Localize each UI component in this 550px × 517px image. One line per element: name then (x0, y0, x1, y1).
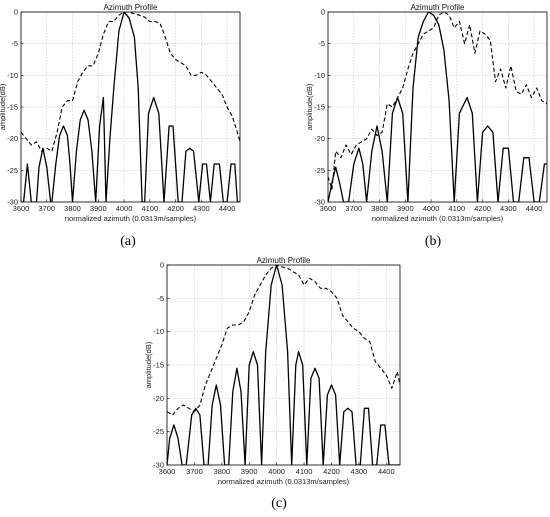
y-tick-label: 0 (321, 8, 325, 17)
chart-title: Azimuth Profile (411, 3, 465, 12)
series-line-dashed (167, 265, 400, 416)
x-tick-label: 3700 (38, 204, 55, 213)
x-tick-label: 3900 (241, 467, 258, 476)
y-tick-label: -20 (314, 134, 325, 143)
x-tick-label: 4100 (296, 467, 313, 476)
y-tick-label: -25 (153, 427, 164, 436)
x-tick-label: 4100 (448, 204, 465, 213)
y-tick-label: -25 (314, 166, 325, 175)
y-tick-label: -20 (153, 394, 164, 403)
x-tick-label: 4400 (526, 204, 543, 213)
y-tick-label: -25 (7, 166, 18, 175)
y-axis-label: amplitude(dB) (305, 83, 314, 130)
y-tick-label: -15 (153, 361, 164, 370)
series-line-solid (167, 265, 400, 465)
y-tick-label: -5 (157, 294, 164, 303)
y-tick-label: -30 (7, 198, 18, 207)
y-tick-label: -10 (7, 71, 18, 80)
chart-panel-b: 3600 3700 3800 3900 4000 4100 4200 4300 4400 0 -5 -… (305, 3, 548, 249)
chart-panel-a: 3600 3700 3800 3900 4000 4100 4200 4300 4400 0 -5 -… (0, 3, 241, 249)
y-tick-label: -30 (314, 198, 325, 207)
x-tick-label: 4300 (193, 204, 210, 213)
x-tick-label: 3800 (213, 467, 230, 476)
y-tick-label: 0 (160, 261, 164, 270)
x-tick-label: 4200 (167, 204, 184, 213)
y-axis-label: amplitude(dB) (0, 83, 7, 130)
series-line-dashed (21, 12, 240, 152)
series-line-solid (328, 12, 547, 202)
series-line-dashed (328, 12, 547, 190)
x-tick-label: 3600 (320, 204, 337, 213)
x-axis-label: normalized azimuth (0.0313m/samples) (65, 214, 197, 223)
x-tick-label: 3600 (159, 467, 176, 476)
x-tick-label: 3600 (13, 204, 30, 213)
x-tick-label: 4000 (116, 204, 133, 213)
y-tick-label: -15 (7, 103, 18, 112)
y-tick-label: -30 (153, 461, 164, 470)
x-tick-label: 4300 (500, 204, 517, 213)
panel-caption: (a) (120, 234, 136, 249)
x-tick-label: 4400 (378, 467, 395, 476)
x-tick-label: 3800 (371, 204, 388, 213)
chart-title: Azimuth Profile (257, 256, 311, 265)
y-tick-label: -20 (7, 134, 18, 143)
x-tick-label: 4400 (219, 204, 236, 213)
y-tick-label: -5 (318, 39, 325, 48)
panel-caption: (c) (271, 496, 287, 511)
x-tick-label: 4200 (474, 204, 491, 213)
x-tick-label: 3900 (90, 204, 107, 213)
y-tick-label: 0 (14, 8, 18, 17)
x-axis-label: normalized azimuth (0.0313m/samples) (218, 477, 350, 486)
x-tick-label: 4000 (423, 204, 440, 213)
x-tick-label: 3800 (64, 204, 81, 213)
x-tick-label: 4300 (351, 467, 368, 476)
chart-title: Azimuth Profile (104, 3, 158, 12)
x-tick-label: 3700 (186, 467, 203, 476)
x-tick-label: 3900 (397, 204, 414, 213)
x-axis-label: normalized azimuth (0.0313m/samples) (372, 214, 504, 223)
panel-caption: (b) (425, 234, 442, 249)
series-line-solid (21, 12, 240, 202)
chart-panel-c: 3600 3700 3800 3900 4000 4100 4200 4300 4400 0 -5 -… (144, 256, 401, 511)
x-tick-label: 4100 (141, 204, 158, 213)
x-tick-label: 4000 (268, 467, 285, 476)
x-tick-label: 4200 (323, 467, 340, 476)
y-tick-label: -10 (314, 71, 325, 80)
y-tick-label: -15 (314, 103, 325, 112)
y-axis-label: amplitude(dB) (144, 341, 153, 388)
y-tick-label: -5 (11, 39, 18, 48)
y-tick-label: -10 (153, 327, 164, 336)
x-tick-label: 3700 (345, 204, 362, 213)
